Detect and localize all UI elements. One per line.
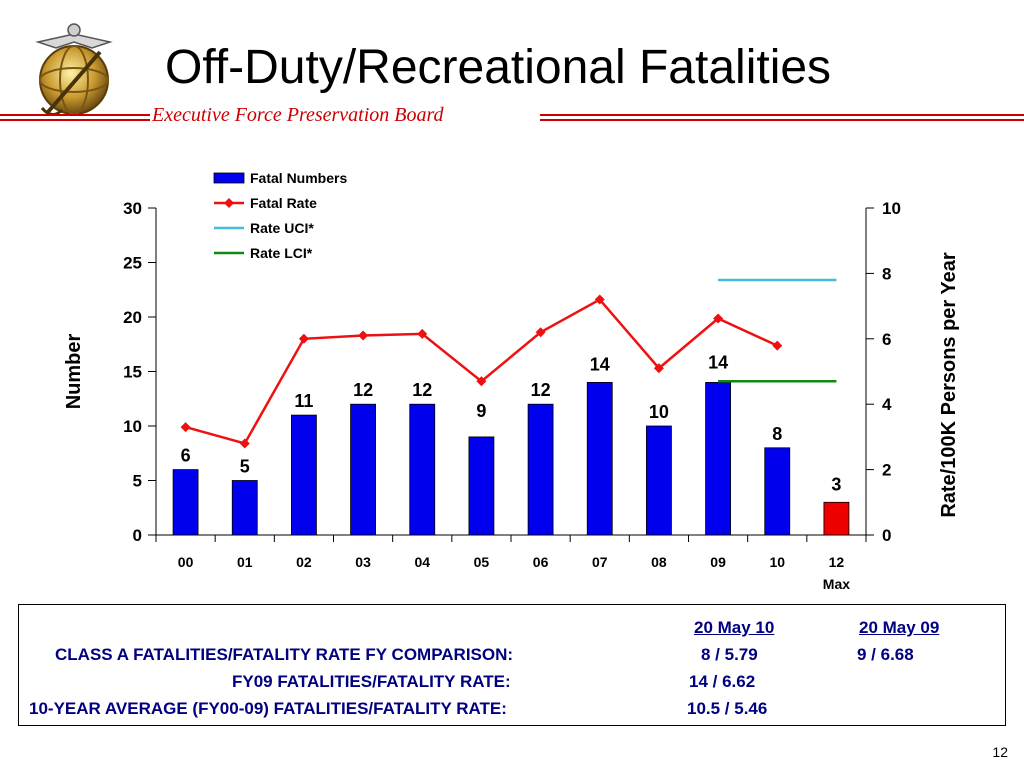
x-tick-label: 02 bbox=[296, 554, 312, 570]
y-left-tick-label: 5 bbox=[133, 472, 142, 491]
row3-value1: 10.5 / 5.46 bbox=[687, 699, 768, 718]
row1-label: CLASS A FATALITIES/FATALITY RATE FY COMP… bbox=[55, 645, 514, 664]
y-right-tick-label: 10 bbox=[882, 199, 901, 218]
bar bbox=[291, 414, 317, 536]
col2-header: 20 May 09 bbox=[859, 618, 940, 637]
bar-data-label: 3 bbox=[831, 474, 841, 494]
bar bbox=[409, 403, 436, 536]
y-left-tick-label: 15 bbox=[123, 363, 142, 382]
row2-value1: 14 / 6.62 bbox=[689, 672, 756, 691]
y-left-tick-label: 25 bbox=[123, 254, 142, 273]
x-tick-label: 04 bbox=[414, 554, 430, 570]
legend-label: Fatal Numbers bbox=[250, 170, 347, 186]
page-subtitle: Executive Force Preservation Board bbox=[150, 104, 446, 127]
legend-swatch bbox=[213, 172, 245, 184]
y-right-axis-title: Rate/100K Persons per Year bbox=[938, 252, 960, 518]
comparison-table: 20 May 10 20 May 09 CLASS A FATALITIES/F… bbox=[18, 604, 1006, 726]
fatal-rate-point bbox=[180, 422, 191, 433]
fatal-rate-point bbox=[476, 376, 487, 387]
bar bbox=[705, 381, 731, 536]
bar-data-label: 14 bbox=[708, 352, 728, 372]
bar-data-label: 9 bbox=[476, 401, 486, 421]
x-tick-label: 10 bbox=[769, 554, 785, 570]
fatal-rate-point bbox=[358, 330, 369, 341]
bar bbox=[527, 403, 554, 536]
bar-data-label: 6 bbox=[181, 446, 191, 466]
fatal-rate-point bbox=[239, 438, 250, 449]
x-tick-sublabel: Max bbox=[823, 576, 850, 592]
x-tick-label: 01 bbox=[237, 554, 253, 570]
y-right-tick-label: 2 bbox=[882, 461, 891, 480]
legend-label: Fatal Rate bbox=[250, 195, 317, 211]
x-tick-label: 12 bbox=[829, 554, 845, 570]
fatal-rate-point bbox=[417, 328, 428, 339]
bar-data-label: 10 bbox=[649, 402, 669, 422]
header-rule-right-2 bbox=[540, 119, 1024, 121]
bar-data-label: 11 bbox=[294, 391, 313, 411]
header-rule-left bbox=[0, 114, 160, 116]
bar-data-label: 5 bbox=[240, 457, 250, 477]
y-left-tick-label: 0 bbox=[133, 526, 142, 545]
fatal-rate-point bbox=[713, 313, 724, 324]
bar-data-label: 12 bbox=[412, 380, 432, 400]
y-right-tick-label: 4 bbox=[882, 395, 892, 414]
fatal-rate-point bbox=[594, 294, 605, 305]
header-rule-left-2 bbox=[0, 119, 160, 121]
y-right-tick-label: 0 bbox=[882, 526, 891, 545]
row1-value1: 8 / 5.79 bbox=[701, 645, 758, 664]
y-right-tick-label: 6 bbox=[882, 330, 891, 349]
row1-value2: 9 / 6.68 bbox=[857, 645, 914, 664]
x-tick-label: 06 bbox=[533, 554, 549, 570]
fatal-rate-point bbox=[298, 333, 309, 344]
row2-label: FY09 FATALITIES/FATALITY RATE: bbox=[232, 672, 511, 691]
x-tick-label: 07 bbox=[592, 554, 608, 570]
x-tick-label: 05 bbox=[474, 554, 490, 570]
row3-label: 10-YEAR AVERAGE (FY00-09) FATALITIES/FAT… bbox=[29, 699, 507, 718]
bar bbox=[350, 403, 376, 536]
x-tick-label: 03 bbox=[355, 554, 371, 570]
bar-data-label: 14 bbox=[590, 354, 610, 374]
bar bbox=[586, 381, 613, 536]
col1-header: 20 May 10 bbox=[694, 618, 775, 637]
fatal-rate-point bbox=[653, 363, 664, 374]
bar bbox=[468, 436, 495, 536]
legend-marker bbox=[224, 198, 234, 208]
page-title: Off-Duty/Recreational Fatalities bbox=[165, 41, 832, 94]
bar-data-label: 12 bbox=[353, 380, 373, 400]
bar bbox=[231, 480, 258, 536]
bar bbox=[823, 501, 850, 536]
bar bbox=[646, 425, 672, 536]
y-left-tick-label: 30 bbox=[123, 199, 142, 218]
bar-data-label: 12 bbox=[531, 380, 551, 400]
x-tick-label: 09 bbox=[710, 554, 726, 570]
legend-label: Rate LCI* bbox=[250, 245, 313, 261]
bar-data-label: 8 bbox=[772, 424, 782, 444]
legend-label: Rate UCI* bbox=[250, 220, 314, 236]
fatal-rate-point bbox=[772, 340, 783, 351]
page-number: 12 bbox=[992, 744, 1008, 760]
y-right-tick-label: 8 bbox=[882, 264, 891, 283]
x-tick-label: 00 bbox=[178, 554, 194, 570]
x-tick-label: 08 bbox=[651, 554, 667, 570]
y-left-axis-title: Number bbox=[63, 334, 85, 410]
bar bbox=[764, 447, 791, 536]
bar bbox=[172, 469, 199, 536]
fatal-rate-line bbox=[185, 297, 778, 445]
y-left-tick-label: 20 bbox=[123, 308, 142, 327]
header-rule-right bbox=[540, 114, 1024, 116]
fatal-rate-point bbox=[535, 327, 546, 338]
y-left-tick-label: 10 bbox=[123, 417, 142, 436]
